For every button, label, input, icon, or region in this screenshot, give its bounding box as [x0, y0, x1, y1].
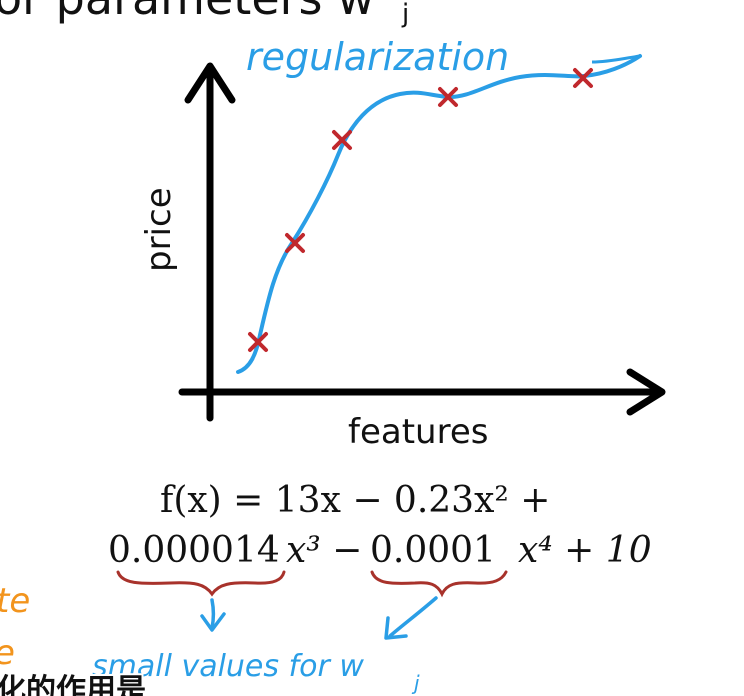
- small-values-note-subscript: j: [411, 671, 420, 695]
- data-point-marker: [248, 332, 268, 352]
- fitted-curve: [236, 54, 642, 374]
- y-axis-label: price: [139, 187, 179, 272]
- data-point-marker: [332, 130, 352, 150]
- arrow-down-icon: [200, 598, 226, 632]
- x-axis-arrowhead: [626, 368, 666, 416]
- data-point-marker: [573, 68, 593, 88]
- data-point-marker: [285, 233, 305, 253]
- subtitle-fragment: 化的作用是: [0, 673, 146, 696]
- data-point-marker: [438, 87, 458, 107]
- data-points: [248, 68, 593, 352]
- arrows-to-note: [200, 596, 438, 640]
- equation-coefficient-x4: 0.0001: [370, 530, 496, 571]
- header-subscript: j: [401, 0, 409, 29]
- y-axis-arrowhead: [184, 62, 236, 104]
- axes: [178, 62, 666, 422]
- regularization-annotation: regularization: [246, 35, 509, 79]
- equation-coefficient-x3: 0.000014: [108, 530, 280, 571]
- underline-brace-x4: [370, 570, 508, 598]
- x-axis-label: features: [348, 412, 488, 452]
- underline-brace-x3: [116, 570, 286, 597]
- equation-term-x3: x³ −: [286, 530, 362, 571]
- equation-term-x4: x⁴ + 10: [518, 530, 652, 571]
- left-orange-fragment-2: e: [0, 633, 15, 673]
- left-orange-fragment-1: te: [0, 581, 30, 621]
- equation-line-1: f(x) = 13x − 0.23x² +: [160, 480, 550, 521]
- small-values-note: small values for w: [92, 649, 364, 684]
- arrow-down-left-icon: [384, 596, 438, 640]
- header-title: or parameters w: [0, 0, 375, 25]
